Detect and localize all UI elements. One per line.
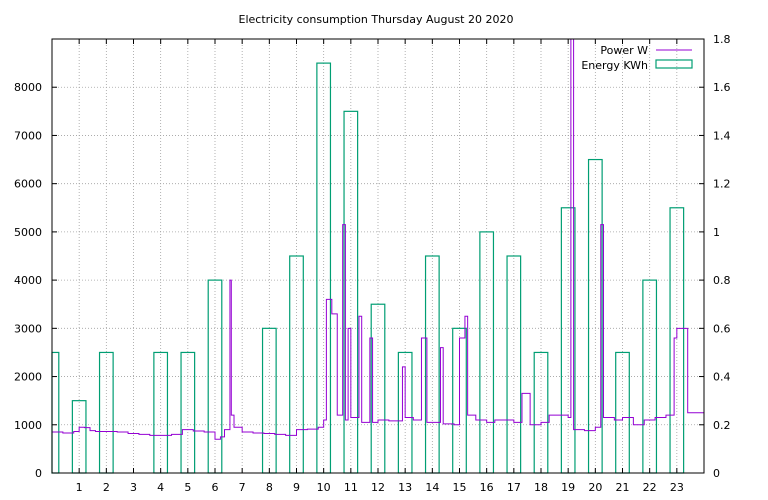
- x-tick-label: 20: [588, 481, 602, 494]
- x-tick-label: 7: [239, 481, 246, 494]
- x-tick-label: 14: [425, 481, 439, 494]
- x-tick-label: 10: [317, 481, 331, 494]
- y-right-tick-label: 0.2: [713, 419, 731, 432]
- y-right-tick-label: 1.6: [713, 81, 731, 94]
- energy-bar-hour-0: [51, 351, 60, 474]
- energy-bar-hour-20: [587, 158, 603, 474]
- y-right-tick-label: 0.8: [713, 274, 731, 287]
- x-tick-label: 23: [670, 481, 684, 494]
- x-tick-label: 21: [616, 481, 630, 494]
- legend-label-power: Power W: [600, 44, 648, 57]
- energy-bar-hour-5: [180, 351, 196, 474]
- energy-bar-hour-4: [153, 351, 169, 474]
- y-left-tick-label: 1000: [14, 419, 42, 432]
- legend-swatch-energy: [655, 59, 693, 69]
- x-tick-label: 13: [398, 481, 412, 494]
- x-axis-ticks: 1 2 3 4 5 6 7 8 9 10 11 12 13 14 15 16 17 18 19 20 21 22 23: [76, 39, 684, 494]
- y-right-tick-label: 1.2: [713, 178, 731, 191]
- y-right-tick-label: 1.8: [713, 33, 731, 46]
- y-right-tick-label: 0: [713, 467, 720, 480]
- x-tick-label: 5: [184, 481, 191, 494]
- x-tick-label: 19: [561, 481, 575, 494]
- x-tick-label: 16: [480, 481, 494, 494]
- x-tick-label: 22: [643, 481, 657, 494]
- legend-label-energy: Energy KWh: [581, 59, 648, 72]
- x-tick-label: 3: [130, 481, 137, 494]
- y-left-axis-ticks: 0 1000 2000 3000 4000 5000 6000 7000 8000: [14, 81, 57, 480]
- y-left-tick-label: 6000: [14, 178, 42, 191]
- y-left-tick-label: 7000: [14, 129, 42, 142]
- x-tick-label: 18: [534, 481, 548, 494]
- chart-title: Electricity consumption Thursday August …: [239, 13, 514, 26]
- y-left-tick-label: 2000: [14, 371, 42, 384]
- energy-bar-hour-23: [669, 207, 685, 474]
- x-tick-label: 9: [293, 481, 300, 494]
- y-right-tick-label: 0.4: [713, 371, 731, 384]
- energy-bar-hour-8: [261, 327, 277, 474]
- y-left-tick-label: 8000: [14, 81, 42, 94]
- x-tick-label: 4: [157, 481, 164, 494]
- energy-bar-hour-18: [533, 351, 549, 474]
- y-right-tick-label: 1: [713, 226, 720, 239]
- x-tick-label: 12: [371, 481, 385, 494]
- energy-bar-hour-16: [479, 231, 495, 474]
- y-right-axis-ticks: 0 0.2 0.4 0.6 0.8 1 1.2 1.4 1.6 1.8: [699, 33, 731, 480]
- x-tick-label: 1: [76, 481, 83, 494]
- y-left-tick-label: 3000: [14, 322, 42, 335]
- y-left-tick-label: 5000: [14, 226, 42, 239]
- power-line: [52, 38, 705, 440]
- x-tick-label: 2: [103, 481, 110, 494]
- x-tick-label: 6: [212, 481, 219, 494]
- energy-bar-hour-19: [560, 207, 576, 474]
- x-tick-label: 17: [507, 481, 521, 494]
- x-tick-label: 8: [266, 481, 273, 494]
- x-tick-label: 15: [453, 481, 467, 494]
- energy-bars: [51, 62, 685, 474]
- y-right-tick-label: 1.4: [713, 129, 731, 142]
- energy-bar-hour-2: [98, 351, 114, 474]
- x-tick-label: 11: [344, 481, 358, 494]
- y-left-tick-label: 4000: [14, 274, 42, 287]
- power-series: [52, 38, 705, 440]
- y-left-tick-label: 0: [35, 467, 42, 480]
- legend: Power W Energy KWh: [581, 44, 693, 72]
- energy-bar-hour-21: [615, 351, 630, 474]
- grid: [52, 39, 704, 473]
- y-right-tick-label: 0.6: [713, 322, 731, 335]
